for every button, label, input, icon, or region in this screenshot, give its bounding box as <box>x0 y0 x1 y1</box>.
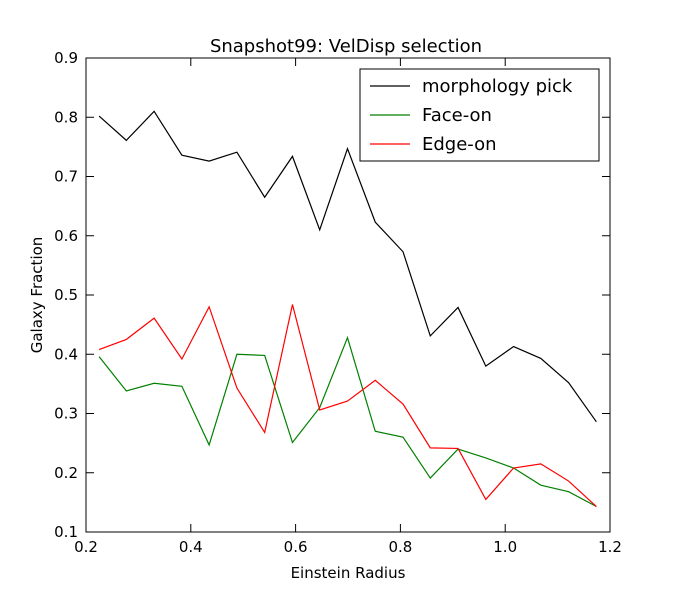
legend-label: Edge-on <box>422 134 497 155</box>
legend-label: Face-on <box>422 105 492 126</box>
series-line-morphology-pick <box>98 110 597 423</box>
plot-frame <box>85 57 611 533</box>
series-line-edge-on <box>98 304 597 507</box>
y-tick-label: 0.6 <box>54 227 78 245</box>
x-tick-label: 0.8 <box>388 538 412 556</box>
y-tick-label: 0.3 <box>54 405 78 423</box>
y-tick-label: 0.8 <box>54 108 78 126</box>
legend: morphology pick Face-on Edge-on <box>359 68 600 162</box>
y-tick-label: 0.7 <box>54 168 78 186</box>
ticks-layer: 0.2 0.4 0.6 0.8 1.0 1.20.10.20.30.40.50.60.70… <box>54 49 622 556</box>
y-tick-label: 0.9 <box>54 49 78 67</box>
y-tick-label: 0.4 <box>54 345 78 363</box>
x-tick-label: 0.2 <box>74 538 98 556</box>
x-tick-label: 0.4 <box>179 538 203 556</box>
y-tick-label: 0.5 <box>54 286 78 304</box>
y-tick-label: 0.2 <box>54 464 78 482</box>
x-tick-label: 1.2 <box>598 538 622 556</box>
y-axis-label: Galaxy Fraction <box>28 237 46 354</box>
chart-title: Snapshot99: VelDisp selection <box>210 36 482 57</box>
legend-label: morphology pick <box>422 76 573 97</box>
x-tick-label: 1.0 <box>493 538 517 556</box>
series-layer <box>98 110 597 508</box>
y-tick-label: 0.1 <box>54 523 78 541</box>
x-tick-label: 0.6 <box>284 538 308 556</box>
x-axis-label: Einstein Radius <box>291 564 406 582</box>
